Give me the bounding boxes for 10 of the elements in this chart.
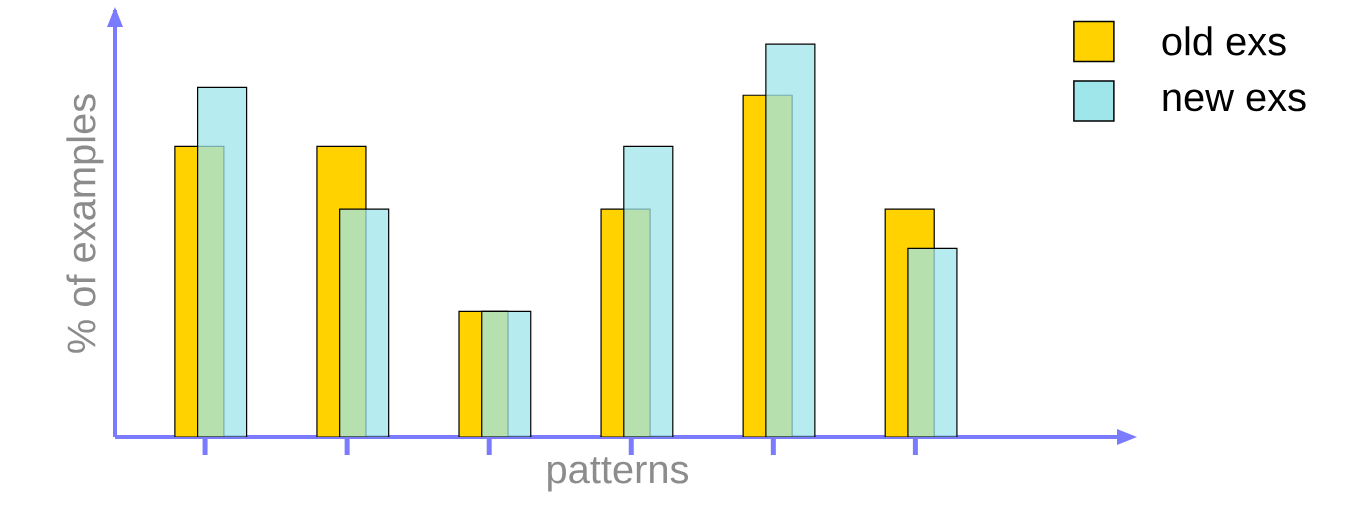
y-axis-title: % of examples — [66, 94, 104, 353]
bar — [623, 145, 674, 437]
bar — [339, 208, 390, 437]
bar — [197, 86, 248, 437]
legend-label: old exs — [1162, 26, 1286, 56]
legend-label: new exs — [1163, 89, 1306, 112]
x-axis-title: patterns — [548, 457, 689, 492]
bar — [765, 43, 816, 437]
bar — [907, 247, 958, 437]
bar — [481, 310, 532, 437]
